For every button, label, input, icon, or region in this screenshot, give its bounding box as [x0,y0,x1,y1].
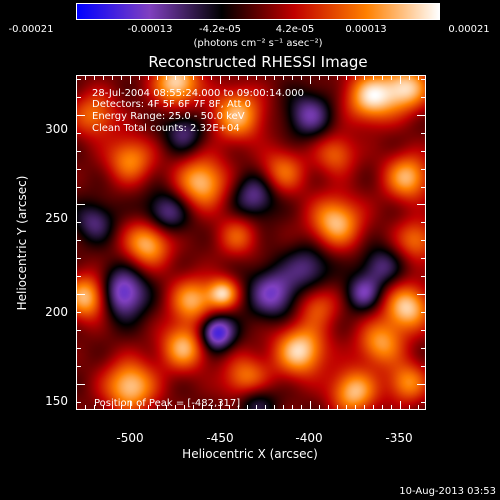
peak-position-label: Position of Peak = [-482,317] [94,398,241,409]
colorbar-tick: 4.2e-05 [275,24,315,35]
y-tick-label: 250 [45,211,68,225]
x-axis-label: Heliocentric X (arcsec) [182,447,318,461]
annotation-detectors: Detectors: 4F 5F 6F 7F 8F, Att 0 [92,99,252,110]
y-axis-label: Heliocentric Y (arcsec) [15,175,29,311]
x-tick-label: -450 [206,431,234,445]
colorbar-tick: -0.00013 [127,24,173,35]
colorbar-unit-label: (photons cm⁻² s⁻¹ asec⁻²) [193,38,323,49]
colorbar-tick: 0.00013 [345,24,387,35]
colorbar [76,3,440,20]
colorbar-tick: 0.00021 [448,24,490,35]
x-tick-label: -350 [385,431,413,445]
x-tick-label: -400 [295,431,323,445]
colorbar-tick: -0.00021 [8,24,54,35]
x-tick-label: -500 [116,431,144,445]
y-tick-label: 150 [45,394,68,408]
y-tick-label: 200 [45,305,68,319]
annotation-time-range: 28-Jul-2004 08:55:24.000 to 09:00:14.000 [92,88,304,99]
y-tick-label: 300 [45,122,68,136]
timestamp: 10-Aug-2013 03:53 [399,486,496,497]
heatmap-image [76,75,426,410]
colorbar-tick: -4.2e-05 [199,24,241,35]
annotation-energy-range: Energy Range: 25.0 - 50.0 keV [92,111,245,122]
heatmap-plot: 28-Jul-2004 08:55:24.000 to 09:00:14.000… [76,75,426,410]
chart-title: Reconstructed RHESSI Image [148,53,368,71]
annotation-total-counts: Clean Total counts: 2.32E+04 [92,123,240,134]
